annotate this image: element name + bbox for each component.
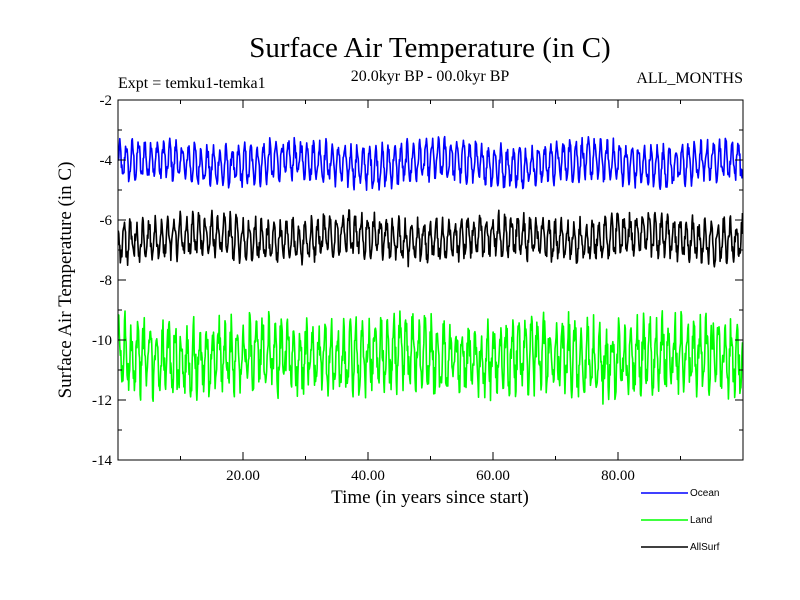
y-tick-label: -4 — [100, 153, 113, 169]
legend-label-ocean: Ocean — [690, 488, 719, 499]
y-axis-label: Surface Air Temperature (in C) — [55, 162, 76, 399]
legend-label-allsurf: AllSurf — [690, 542, 720, 553]
y-axis: -14 -12 -10 -8 -6 -4 -2 — [92, 93, 743, 469]
x-axis: 20.00 40.00 60.00 80.00 — [180, 100, 681, 484]
x-tick-label: 40.00 — [351, 468, 385, 484]
y-tick-label: -12 — [92, 393, 112, 409]
chart-subtitle: 20.0kyr BP - 00.0kyr BP — [351, 68, 510, 85]
x-tick-label: 60.00 — [476, 468, 510, 484]
y-tick-label: -8 — [100, 273, 113, 289]
months-label: ALL_MONTHS — [636, 70, 743, 87]
series-line-ocean — [117, 135, 744, 191]
legend-label-land: Land — [690, 515, 712, 526]
y-tick-label: -14 — [92, 453, 112, 469]
y-tick-label: -2 — [100, 93, 113, 109]
y-tick-label: -10 — [92, 333, 112, 349]
expt-label: Expt = temku1-temka1 — [118, 75, 266, 92]
chart-title: Surface Air Temperature (in C) — [249, 32, 610, 64]
series-line-land — [117, 309, 744, 405]
legend: Ocean Land AllSurf — [641, 488, 720, 553]
series-line-allsurf — [117, 209, 744, 268]
y-tick-label: -6 — [100, 213, 113, 229]
x-tick-label: 80.00 — [601, 468, 635, 484]
series-layer — [117, 135, 744, 405]
x-tick-label: 20.00 — [226, 468, 260, 484]
x-axis-label: Time (in years since start) — [331, 487, 529, 508]
